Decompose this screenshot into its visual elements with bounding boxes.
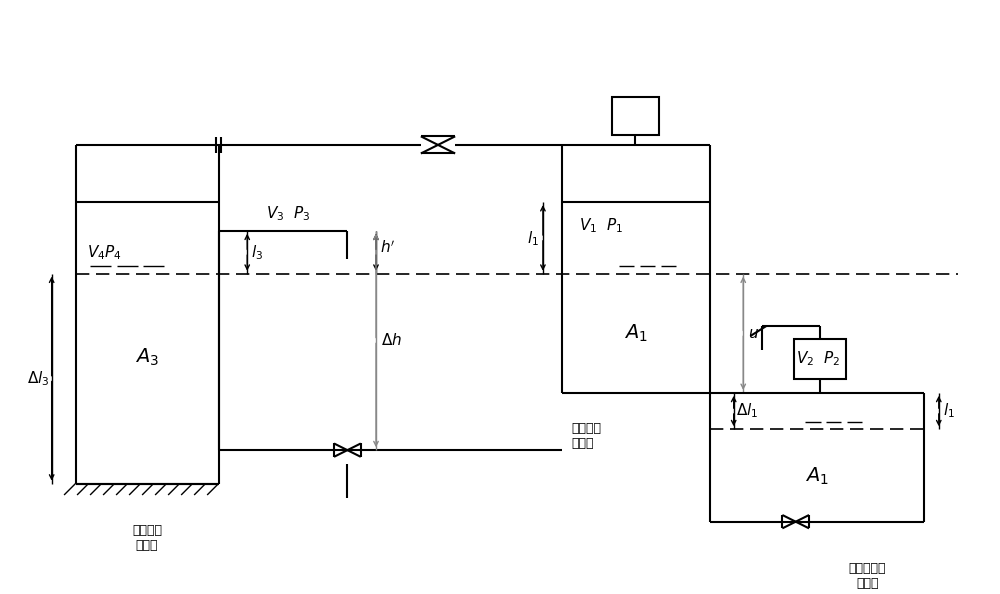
Text: $\Delta h$: $\Delta h$ (381, 333, 402, 349)
Bar (612, 97, 659, 135)
Text: $V_3$  $P_3$: $V_3$ $P_3$ (266, 204, 311, 223)
Text: $A_1$: $A_1$ (805, 465, 829, 486)
Text: $l_1$: $l_1$ (943, 402, 955, 421)
Text: $A_1$: $A_1$ (624, 323, 647, 345)
Text: 固定于无
位移处: 固定于无 位移处 (132, 523, 162, 552)
Text: $V_4$$P_4$: $V_4$$P_4$ (87, 244, 122, 262)
Text: $\Delta l_1$: $\Delta l_1$ (736, 402, 758, 421)
Text: $u$: $u$ (748, 326, 759, 342)
Bar (794, 339, 846, 378)
Text: $V_2$  $P_2$: $V_2$ $P_2$ (796, 349, 840, 368)
Text: $A_3$: $A_3$ (135, 347, 159, 368)
Text: $l_1$: $l_1$ (527, 229, 539, 248)
Text: $\Delta l_3$: $\Delta l_3$ (27, 369, 50, 388)
Text: $h^{\prime}$: $h^{\prime}$ (380, 239, 395, 256)
Text: 测试点发生
位移后: 测试点发生 位移后 (848, 562, 886, 590)
Text: $l_3$: $l_3$ (251, 244, 263, 262)
Text: $V_1$  $P_1$: $V_1$ $P_1$ (579, 216, 623, 235)
Text: 固定于测
试点处: 固定于测 试点处 (572, 422, 602, 450)
